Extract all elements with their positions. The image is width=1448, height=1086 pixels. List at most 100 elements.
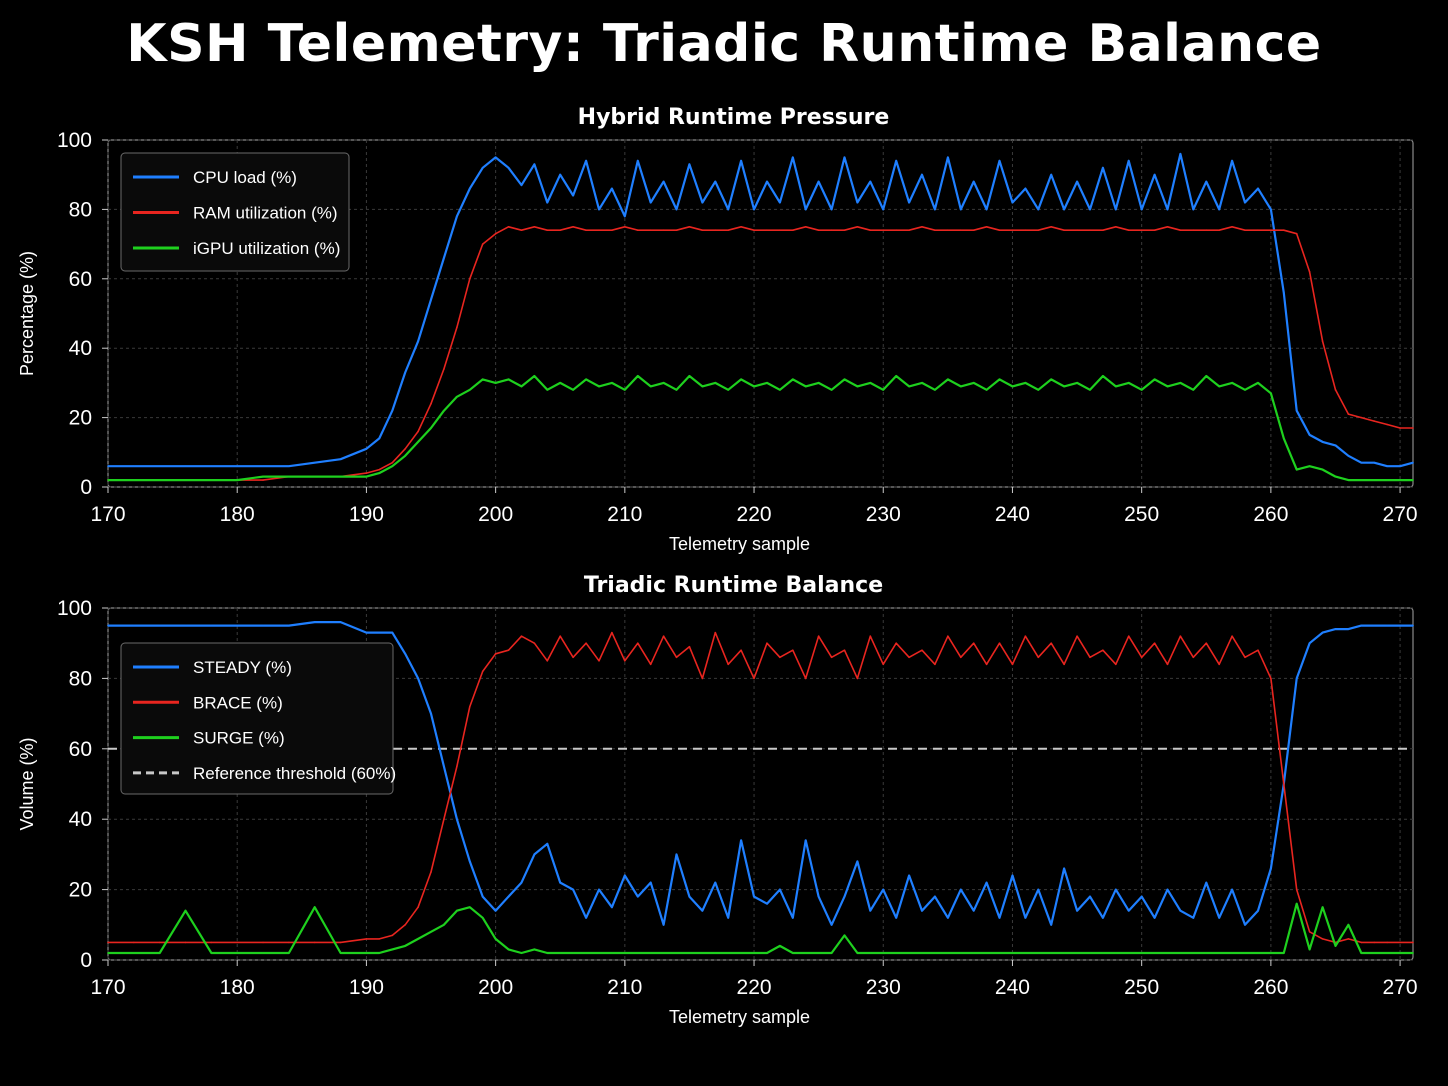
x-tick-label: 170 (90, 503, 125, 526)
data-point (688, 952, 691, 954)
data-point (1321, 441, 1324, 443)
data-point (701, 952, 704, 954)
data-point (417, 677, 419, 680)
data-point (792, 916, 794, 919)
data-point (1360, 479, 1363, 481)
data-point (262, 624, 264, 627)
data-point (947, 229, 949, 232)
data-point (1244, 201, 1246, 204)
data-point (1386, 465, 1388, 467)
data-point (611, 952, 613, 954)
data-point (649, 201, 652, 204)
data-point (869, 635, 872, 637)
data-point (701, 909, 704, 912)
data-point (1257, 952, 1259, 954)
data-point (662, 952, 665, 954)
data-point (158, 941, 161, 944)
data-point (985, 208, 988, 211)
data-point (1089, 208, 1091, 211)
data-point (1386, 479, 1388, 481)
data-point (262, 941, 264, 944)
data-point (1102, 166, 1104, 169)
data-point (598, 208, 600, 211)
data-point (546, 952, 549, 954)
data-point (1140, 389, 1143, 391)
data-point (1115, 208, 1117, 211)
data-point (649, 229, 652, 232)
data-point (959, 888, 962, 891)
data-point (598, 888, 600, 891)
data-point (804, 208, 807, 211)
data-point (1231, 888, 1233, 891)
data-point (559, 952, 562, 954)
data-point (210, 624, 213, 627)
data-point (1295, 902, 1298, 905)
data-point (972, 180, 975, 183)
data-point (443, 257, 445, 259)
data-point (391, 465, 394, 467)
data-point (1205, 642, 1208, 644)
data-point (1205, 180, 1208, 183)
data-point (391, 934, 394, 937)
data-point (611, 229, 613, 232)
data-point (417, 906, 419, 908)
data-point (1399, 479, 1401, 481)
data-point (1399, 465, 1401, 467)
data-point (210, 479, 213, 481)
x-tick-label: 240 (995, 503, 1030, 526)
data-point (184, 909, 187, 912)
data-point (1050, 378, 1053, 381)
data-point (507, 378, 510, 381)
data-point (1270, 867, 1272, 870)
data-point (1231, 382, 1233, 384)
x-tick-label: 260 (1253, 976, 1288, 999)
data-point (1412, 461, 1414, 464)
y-tick-label: 0 (80, 476, 92, 499)
data-point (107, 952, 109, 954)
data-point (288, 941, 290, 944)
data-point (856, 860, 859, 863)
data-point (985, 881, 988, 884)
plot-frame (107, 139, 1414, 488)
data-point (288, 475, 290, 478)
data-point (1140, 895, 1143, 898)
data-point (378, 631, 381, 634)
data-point (210, 952, 213, 954)
data-point (895, 916, 897, 919)
data-point (934, 229, 936, 232)
data-point (817, 180, 820, 183)
data-point (1399, 941, 1401, 944)
data-point (636, 952, 639, 954)
data-point (1231, 160, 1233, 162)
data-point (1115, 385, 1117, 388)
data-point (107, 941, 109, 944)
data-point (908, 201, 910, 204)
data-point (1179, 909, 1182, 912)
data-point (481, 166, 484, 169)
data-point (494, 652, 497, 655)
data-point (559, 635, 562, 637)
data-point (158, 479, 161, 481)
data-point (598, 385, 600, 388)
data-point (753, 677, 755, 680)
data-point (1127, 635, 1130, 637)
data-point (133, 465, 135, 467)
legend-entry-label: BRACE (%) (193, 693, 283, 712)
data-point (1308, 931, 1311, 933)
data-point (1321, 340, 1324, 343)
data-point (507, 225, 510, 228)
data-point (520, 952, 523, 954)
data-point (456, 326, 458, 329)
data-point (766, 952, 768, 954)
data-point (1334, 444, 1337, 447)
data-point (585, 229, 587, 232)
data-point (533, 948, 536, 951)
data-point (624, 660, 626, 662)
data-point (1231, 952, 1233, 954)
data-point (262, 479, 264, 481)
data-point (817, 895, 820, 898)
data-point (688, 163, 691, 166)
data-point (843, 378, 846, 381)
data-point (934, 952, 936, 954)
x-tick-label: 200 (478, 503, 513, 526)
